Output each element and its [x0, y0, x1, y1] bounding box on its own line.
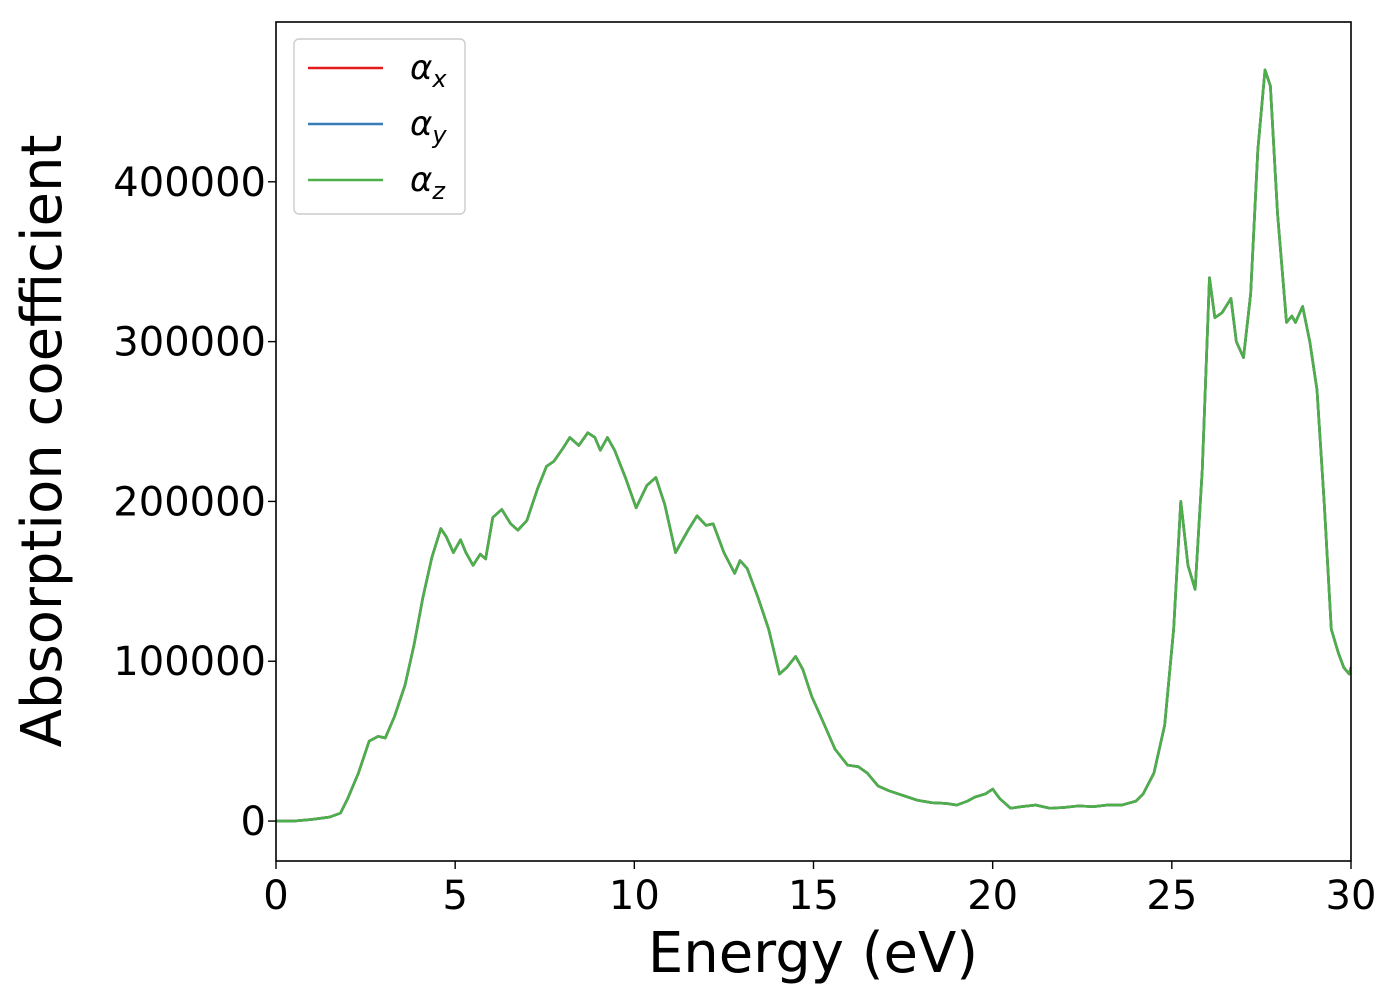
y-tick-label: 0 — [241, 799, 266, 845]
x-axis-title: Energy (eV) — [648, 921, 978, 986]
y-tick-label: 200000 — [113, 479, 266, 525]
legend-label-alpha-y: αy — [410, 104, 447, 149]
x-tick-label: 20 — [967, 873, 1018, 919]
legend-subscript: z — [431, 177, 446, 205]
legend-label-alpha-x: αx — [410, 48, 447, 93]
x-tick-label: 25 — [1146, 873, 1197, 919]
y-axis: 0 100000 200000 300000 400000 — [113, 160, 276, 845]
x-tick-label: 5 — [442, 873, 467, 919]
legend-subscript: y — [431, 121, 447, 149]
y-tick-label: 300000 — [113, 320, 266, 366]
series-line-alpha-z — [276, 68, 1351, 823]
x-tick-label: 10 — [609, 873, 660, 919]
x-axis: 0 5 10 15 20 25 30 — [263, 861, 1376, 919]
y-tick-label: 100000 — [113, 639, 266, 685]
y-axis-title: Absorption coefficient — [10, 135, 75, 748]
legend-subscript: x — [431, 65, 447, 93]
x-tick-label: 0 — [263, 873, 288, 919]
legend-box — [293, 38, 466, 215]
y-tick-label: 400000 — [113, 160, 266, 206]
series-layer — [276, 68, 1351, 823]
x-tick-label: 30 — [1326, 873, 1377, 919]
x-tick-label: 15 — [788, 873, 839, 919]
